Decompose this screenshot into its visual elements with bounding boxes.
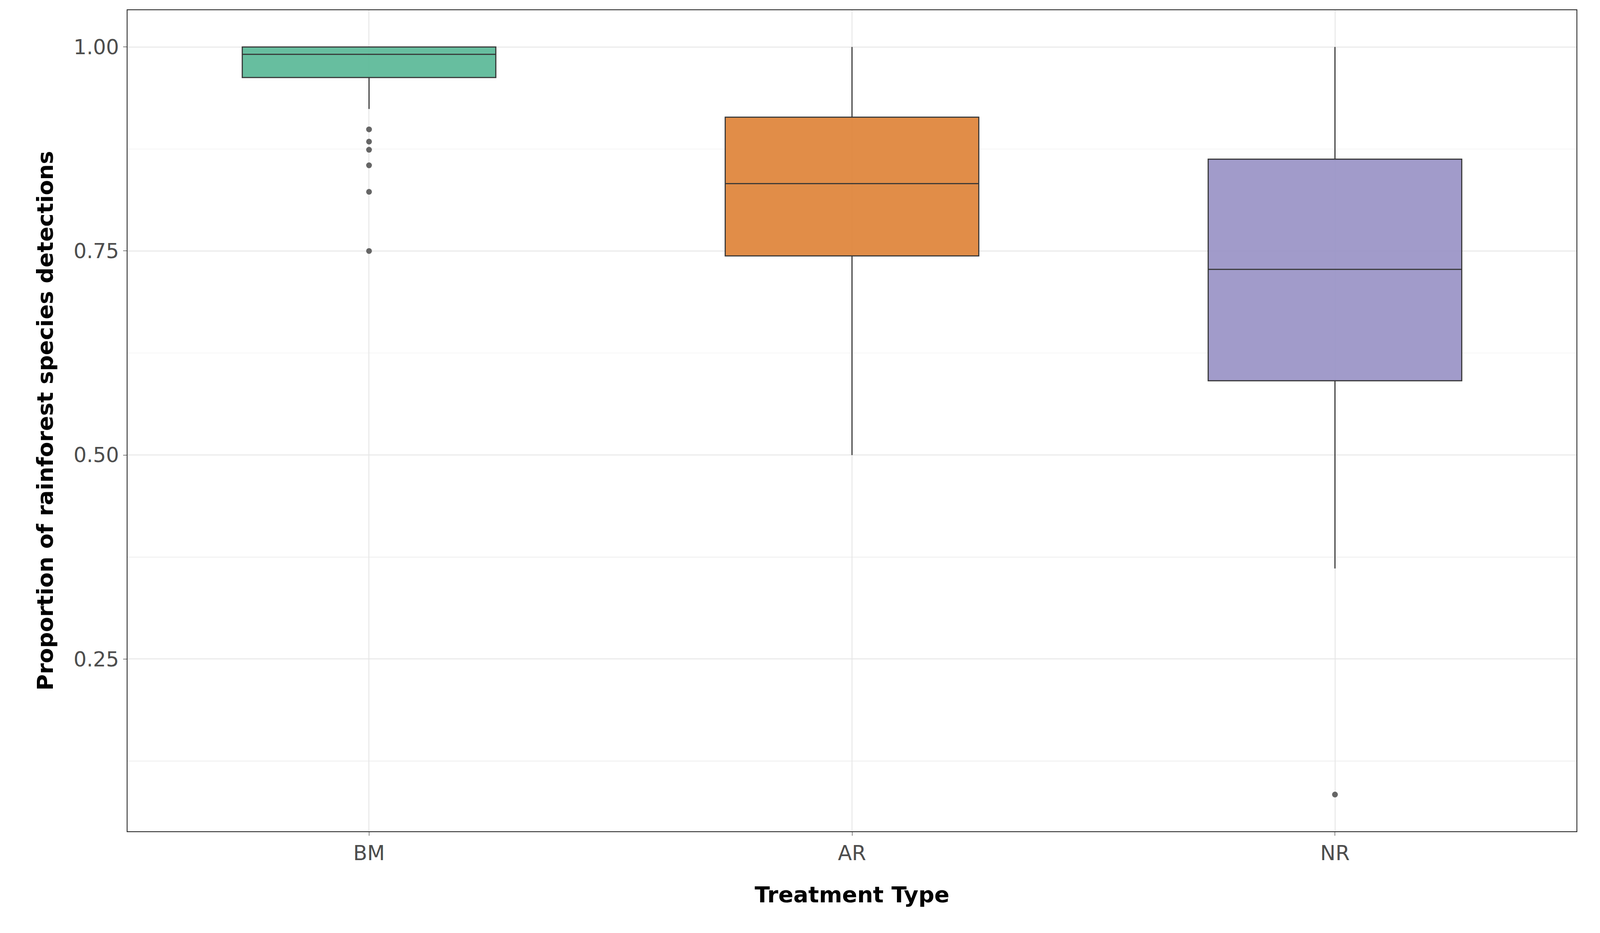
svg-text:1.00: 1.00 xyxy=(73,35,119,60)
svg-text:BM: BM xyxy=(353,841,385,866)
svg-text:AR: AR xyxy=(837,841,866,866)
svg-text:0.50: 0.50 xyxy=(73,443,119,468)
svg-text:NR: NR xyxy=(1320,841,1350,866)
svg-text:Treatment Type: Treatment Type xyxy=(754,882,950,908)
svg-text:Proportion of rainforest speci: Proportion of rainforest species detecti… xyxy=(32,151,59,691)
svg-text:0.25: 0.25 xyxy=(73,647,119,672)
svg-text:0.75: 0.75 xyxy=(73,239,119,264)
